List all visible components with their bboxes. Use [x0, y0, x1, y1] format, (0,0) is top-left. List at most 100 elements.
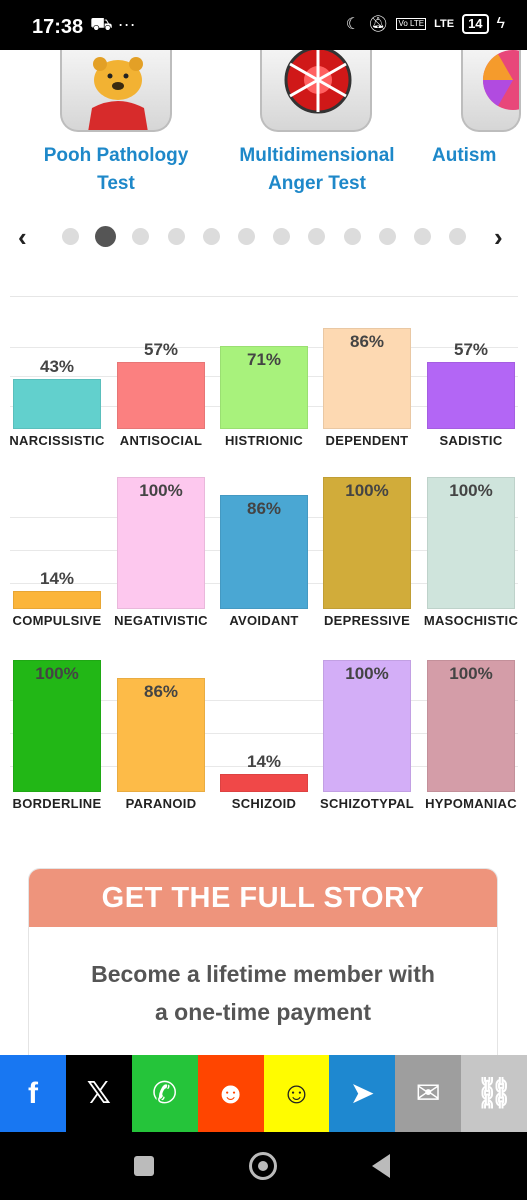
bar-value-label: 100%: [139, 481, 183, 500]
bar-value-label: 86%: [349, 332, 385, 352]
carousel-dot[interactable]: [343, 228, 361, 245]
category-label: AVOIDANT: [229, 613, 299, 628]
share-copy-link-button[interactable]: ⛓: [461, 1055, 527, 1132]
card-title: Multidimensional Anger Test: [239, 145, 395, 194]
status-right-icons: ☾ 🔕︎ Vo LTE LTE 14 ϟ: [346, 14, 505, 34]
personality-chart-2: 14% COMPULSIVE 100% NEGATIVISTIC 86% AVOIDANT…: [0, 465, 527, 630]
recents-button[interactable]: [134, 1156, 154, 1176]
chart-bar: [323, 477, 411, 609]
chart-bar: [117, 362, 205, 429]
share-email-button[interactable]: ✉: [395, 1055, 462, 1132]
carousel-dot[interactable]: [273, 228, 291, 245]
personality-chart-1: 43% NARCISSISTIC 57% ANTISOCIAL 71% HISTRIONI…: [0, 300, 527, 450]
carousel-dot[interactable]: [132, 228, 150, 245]
share-telegram-button[interactable]: ➤: [329, 1055, 396, 1132]
share-reddit-button[interactable]: ☻: [197, 1055, 264, 1132]
status-time: 17:38: [32, 16, 84, 38]
carousel-prev-button[interactable]: ‹: [18, 222, 27, 252]
share-facebook-button[interactable]: f: [0, 1055, 66, 1132]
do-not-disturb-icon: ☾: [345, 16, 361, 33]
notification-icons: ⛟ ···: [90, 14, 136, 34]
cta-body: Become a lifetime member with a one-time…: [91, 961, 435, 1025]
carousel-dot[interactable]: [378, 228, 396, 245]
battery-icon: 14: [462, 14, 489, 34]
system-nav-bar: [0, 1132, 527, 1200]
chart-bar: [323, 328, 411, 429]
carousel-dot[interactable]: [95, 226, 117, 247]
chart-bar: [13, 590, 101, 609]
bar-value-label: 100%: [449, 664, 493, 683]
bar-value-label: 43%: [39, 356, 75, 376]
chart-bar: [220, 773, 308, 792]
personality-chart-3: 100% BORDERLINE 86% PARANOID 14% SCHIZOID 100%…: [0, 648, 527, 813]
bar-value-label: 71%: [246, 349, 282, 369]
carousel-dot[interactable]: [308, 228, 326, 245]
charging-icon: ϟ: [496, 15, 505, 32]
bar-value-label: 100%: [35, 664, 79, 683]
grid-line: [10, 765, 518, 767]
status-bar: 17:38 ⛟ ··· ☾ 🔕︎ Vo LTE LTE 14 ϟ: [0, 0, 527, 50]
anger-wheel-icon: [260, 50, 372, 132]
category-label: ANTISOCIAL: [119, 433, 203, 448]
cta-heading: GET THE FULL STORY: [29, 869, 497, 927]
chart-bar: [427, 660, 515, 792]
card-title: Autism: [432, 145, 497, 166]
back-button[interactable]: [372, 1154, 390, 1178]
category-label: NARCISSISTIC: [9, 433, 105, 448]
mute-icon: 🔕︎: [368, 16, 389, 33]
card-title: Pooh Pathology Test: [43, 145, 189, 194]
lte-signal-icon: LTE: [434, 18, 455, 30]
winnie-pooh-icon: [60, 50, 172, 132]
share-whatsapp-button[interactable]: ✆: [131, 1055, 198, 1132]
bar-value-label: 14%: [246, 751, 282, 771]
bar-value-label: 14%: [39, 568, 75, 588]
category-label: SCHIZOID: [231, 796, 297, 811]
share-bar: f 𝕏 ✆ ☻ ☺ ➤ ✉ ⛓: [0, 1055, 527, 1132]
category-label: HYPOMANIAC: [425, 796, 517, 811]
carousel-dot[interactable]: [167, 228, 185, 245]
chart-bar: [220, 345, 308, 429]
membership-cta: GET THE FULL STORY Become a lifetime mem…: [28, 868, 498, 1068]
bar-value-label: 86%: [143, 682, 179, 702]
carousel-dot[interactable]: [202, 228, 220, 245]
category-label: COMPULSIVE: [12, 613, 102, 628]
home-button[interactable]: [249, 1152, 277, 1180]
test-carousel: Pooh Pathology Test Multidimensional Ang…: [0, 50, 527, 265]
carousel-dot[interactable]: [449, 228, 467, 245]
card-autism-test[interactable]: Autism: [428, 50, 527, 200]
chart-bar: [427, 477, 515, 609]
category-label: NEGATIVISTIC: [114, 613, 208, 628]
category-label: HISTRIONIC: [224, 433, 304, 448]
share-snapchat-button[interactable]: ☺: [263, 1055, 330, 1132]
carousel-dot[interactable]: [414, 228, 431, 245]
bar-value-label: 100%: [345, 481, 389, 500]
section-divider: [10, 296, 518, 297]
category-label: BORDERLINE: [12, 796, 102, 811]
grid-line: [10, 732, 518, 734]
grid-line: [10, 699, 518, 701]
category-label: DEPRESSIVE: [323, 613, 411, 628]
chart-bar: [13, 378, 101, 429]
category-label: PARANOID: [125, 796, 197, 811]
bar-value-label: 57%: [143, 340, 179, 360]
chart-bar: [220, 495, 308, 609]
carousel-next-button[interactable]: ›: [494, 222, 503, 252]
chart-bar: [13, 660, 101, 792]
bar-value-label: 86%: [246, 499, 282, 519]
bar-value-label: 100%: [345, 664, 389, 683]
carousel-dot[interactable]: [238, 228, 255, 245]
category-label: DEPENDENT: [325, 433, 409, 448]
volte-icon: Vo LTE: [396, 18, 427, 30]
chart-bar: [323, 660, 411, 792]
share-x-button[interactable]: 𝕏: [65, 1055, 132, 1132]
bar-value-label: 57%: [453, 340, 489, 360]
category-label: MASOCHISTIC: [423, 613, 519, 628]
category-label: SADISTIC: [439, 433, 503, 448]
chart-bar: [117, 678, 205, 792]
bar-value-label: 100%: [449, 481, 493, 500]
category-label: SCHIZOTYPAL: [319, 796, 415, 811]
carousel-dot[interactable]: [62, 228, 79, 245]
chart-bar: [427, 362, 515, 429]
chart-bar: [117, 477, 205, 609]
